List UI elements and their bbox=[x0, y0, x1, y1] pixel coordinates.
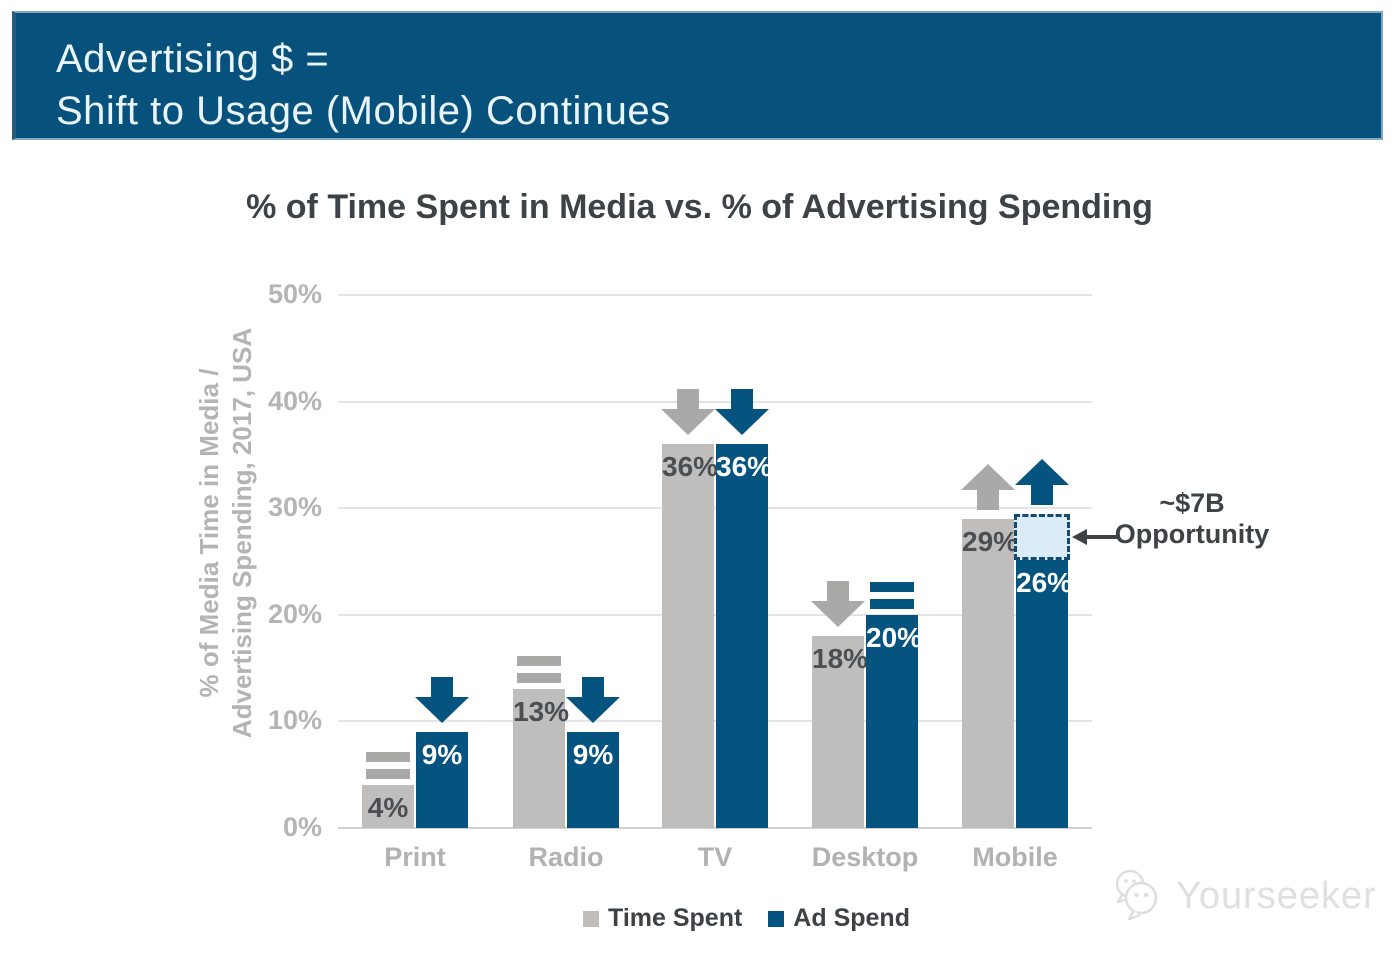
trend-down-arrow-icon bbox=[811, 581, 865, 627]
bar-value-label: 4% bbox=[367, 792, 409, 823]
trend-down-arrow-icon bbox=[715, 389, 769, 435]
ad-spend-swatch bbox=[768, 910, 785, 927]
trend-down-arrow-icon bbox=[415, 677, 469, 723]
opportunity-annotation: ~$7B Opportunity bbox=[1112, 488, 1272, 550]
trend-up-arrow-icon bbox=[961, 464, 1015, 510]
bar-value-label: 20% bbox=[866, 622, 923, 653]
trend-flat-icon bbox=[517, 656, 561, 683]
time-spent-bar: 29% bbox=[962, 519, 1019, 828]
opportunity-box bbox=[1014, 514, 1070, 560]
time-spent-bar: 36% bbox=[662, 444, 719, 828]
trend-indicator bbox=[366, 752, 410, 784]
trend-indicator bbox=[517, 656, 561, 688]
gridline bbox=[338, 507, 1092, 510]
bar-value-label: 18% bbox=[812, 643, 869, 674]
trend-indicator bbox=[566, 677, 620, 728]
watermark: Yourseeker bbox=[1108, 868, 1377, 924]
time-spent-bar: 13% bbox=[513, 689, 570, 828]
gridline bbox=[338, 400, 1092, 403]
header-title-line2: Shift to Usage (Mobile) Continues bbox=[56, 89, 671, 133]
bar-value-label: 36% bbox=[662, 451, 719, 482]
bar-value-label: 26% bbox=[1016, 567, 1073, 598]
trend-indicator bbox=[870, 582, 914, 614]
ad-spend-bar: 20% bbox=[866, 615, 923, 828]
legend-label-time-spent: Time Spent bbox=[608, 904, 743, 932]
bar-value-label: 9% bbox=[421, 739, 463, 770]
trend-indicator bbox=[961, 464, 1015, 515]
category-label: Radio bbox=[528, 842, 604, 872]
header-title-line1: Advertising $ = bbox=[56, 37, 330, 81]
y-tick-label: 30% bbox=[267, 492, 322, 523]
ad-spend-bar: 26% bbox=[1016, 551, 1073, 828]
gridline bbox=[338, 613, 1092, 616]
trend-indicator bbox=[715, 389, 769, 440]
ad-spend-bar: 36% bbox=[716, 444, 773, 828]
legend-item-time-spent: Time Spent bbox=[583, 904, 742, 933]
y-tick-label: 20% bbox=[267, 598, 322, 629]
opportunity-label: Opportunity bbox=[1114, 519, 1270, 549]
chat-bubbles-logo-icon bbox=[1115, 869, 1158, 921]
trend-indicator bbox=[811, 581, 865, 632]
y-tick-label: 0% bbox=[282, 812, 322, 842]
watermark-text: Yourseeker bbox=[1176, 874, 1377, 917]
ad-spend-bar: 9% bbox=[567, 732, 619, 828]
time-spent-bar: 18% bbox=[812, 636, 869, 828]
time-spent-bar: 4% bbox=[362, 785, 414, 828]
trend-down-arrow-icon bbox=[661, 389, 715, 435]
ad-spend-bar: 9% bbox=[416, 732, 468, 828]
trend-up-arrow-icon bbox=[1015, 458, 1069, 505]
y-tick-label: 10% bbox=[267, 705, 322, 736]
opportunity-value: ~$7B bbox=[1159, 488, 1225, 518]
gridline bbox=[338, 827, 1092, 829]
trend-flat-icon bbox=[366, 752, 410, 779]
legend: Time Spent Ad Spend bbox=[583, 904, 910, 933]
bar-value-label: 29% bbox=[962, 526, 1019, 557]
legend-item-ad-spend: Ad Spend bbox=[768, 904, 910, 933]
trend-indicator bbox=[415, 677, 469, 728]
time-spent-swatch bbox=[583, 910, 599, 927]
gridline bbox=[338, 720, 1092, 723]
bar-value-label: 13% bbox=[513, 696, 570, 727]
legend-label-ad-spend: Ad Spend bbox=[793, 904, 910, 932]
trend-flat-icon bbox=[870, 582, 914, 609]
y-tick-label: 50% bbox=[267, 279, 322, 309]
trend-down-arrow-icon bbox=[566, 677, 620, 723]
gridline bbox=[338, 294, 1092, 296]
category-label: Desktop bbox=[811, 842, 919, 872]
bar-value-label: 36% bbox=[716, 451, 773, 482]
y-tick-label: 40% bbox=[267, 385, 322, 416]
trend-indicator bbox=[1015, 458, 1069, 510]
trend-indicator bbox=[661, 389, 715, 440]
category-label: Print bbox=[384, 842, 446, 872]
header-banner: Advertising $ = Shift to Usage (Mobile) … bbox=[12, 11, 1383, 140]
category-label: TV bbox=[697, 842, 733, 872]
chart-title: % of Time Spent in Media vs. % of Advert… bbox=[246, 188, 1153, 226]
bar-value-label: 9% bbox=[572, 739, 614, 770]
category-label: Mobile bbox=[972, 842, 1058, 872]
opportunity-arrow-icon bbox=[1072, 529, 1120, 545]
